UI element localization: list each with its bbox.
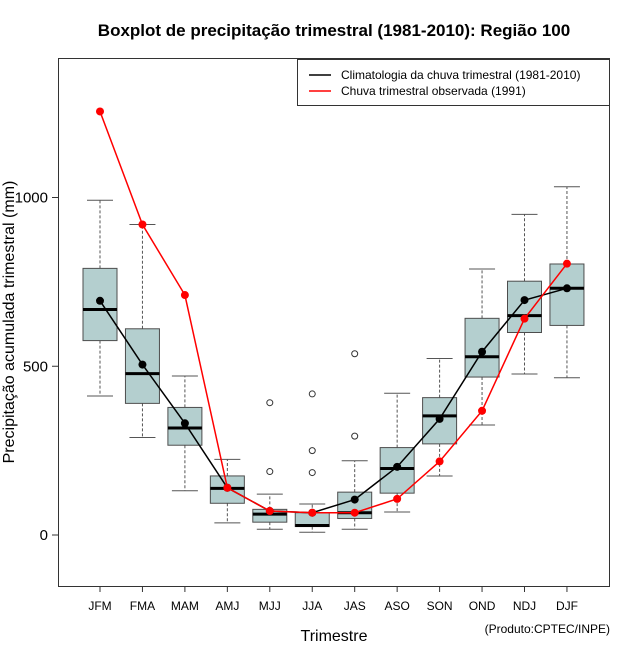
outlier-point bbox=[266, 399, 274, 407]
data-point-climatology bbox=[350, 495, 359, 504]
legend-box bbox=[297, 59, 610, 106]
series-line-climatology bbox=[99, 287, 568, 514]
outlier-point bbox=[308, 390, 316, 398]
box-fma bbox=[124, 224, 160, 438]
x-tick-label: MAM bbox=[171, 599, 199, 613]
box-mam bbox=[167, 375, 203, 492]
y-axis-label: Precipitação acumulada trimestral (mm) bbox=[1, 181, 18, 464]
x-tick-label: JJA bbox=[302, 599, 322, 613]
series-layer bbox=[96, 107, 571, 517]
chart-title: Boxplot de precipitação trimestral (1981… bbox=[98, 21, 570, 40]
box-ond bbox=[464, 268, 500, 426]
outlier-point bbox=[308, 469, 316, 477]
box-iqr bbox=[464, 317, 500, 378]
legend-label-observed: Chuva trimestral observada (1991) bbox=[341, 84, 526, 98]
data-point-observed bbox=[435, 457, 444, 466]
data-point-climatology bbox=[180, 419, 189, 428]
box-djf bbox=[549, 186, 585, 379]
outlier-point bbox=[351, 350, 359, 358]
data-point-climatology bbox=[520, 296, 529, 305]
box-ndj bbox=[507, 213, 542, 375]
boxes-layer bbox=[82, 186, 585, 533]
box-iqr bbox=[507, 280, 542, 334]
data-point-climatology bbox=[96, 296, 104, 305]
x-tick-label: ASO bbox=[384, 599, 409, 613]
data-point-observed bbox=[393, 494, 402, 503]
legend: Climatologia da chuva trimestral (1981-2… bbox=[297, 59, 610, 106]
x-tick-label: SON bbox=[427, 599, 453, 613]
outlier-point bbox=[308, 447, 316, 455]
x-tick-label: MJJ bbox=[259, 599, 281, 613]
x-tick-label: JFM bbox=[88, 599, 111, 613]
data-point-observed bbox=[520, 314, 529, 323]
x-tick-label: JAS bbox=[344, 599, 366, 613]
data-point-climatology bbox=[478, 347, 487, 356]
box-iqr bbox=[549, 263, 585, 326]
data-point-climatology bbox=[393, 462, 402, 471]
data-point-observed bbox=[308, 508, 317, 517]
x-tick-label: FMA bbox=[130, 599, 155, 613]
data-point-observed bbox=[96, 107, 104, 116]
x-tick-label: DJF bbox=[556, 599, 578, 613]
x-tick-label: AMJ bbox=[215, 599, 239, 613]
data-point-observed bbox=[223, 483, 232, 492]
data-point-observed bbox=[478, 406, 487, 415]
data-point-climatology bbox=[562, 284, 571, 293]
series-line-observed bbox=[99, 111, 568, 514]
data-point-climatology bbox=[138, 360, 147, 369]
credit-text: (Produto:CPTEC/INPE) bbox=[485, 622, 610, 636]
y-tick-label: 1000 bbox=[15, 190, 48, 207]
outlier-point bbox=[266, 468, 274, 476]
x-axis-label: Trimestre bbox=[301, 628, 368, 645]
x-tick-label: OND bbox=[469, 599, 496, 613]
data-point-observed bbox=[350, 508, 359, 517]
outlier-point bbox=[351, 432, 359, 440]
box-iqr bbox=[379, 447, 415, 494]
y-axis: 0 500 1000 bbox=[15, 190, 58, 544]
x-axis: JFM FMA MAM AMJ MJJ JJA JAS ASO SON OND NDJ DJF bbox=[88, 586, 578, 613]
plot-frame bbox=[58, 58, 610, 587]
y-tick-label: 0 bbox=[40, 527, 48, 544]
data-point-observed bbox=[265, 507, 274, 516]
data-point-observed bbox=[562, 259, 571, 268]
data-point-observed bbox=[138, 220, 147, 229]
box-aso bbox=[379, 392, 415, 513]
data-point-observed bbox=[180, 291, 189, 300]
legend-label-climatology: Climatologia da chuva trimestral (1981-2… bbox=[341, 68, 580, 82]
y-tick-label: 500 bbox=[23, 358, 48, 375]
data-point-climatology bbox=[435, 414, 444, 423]
x-tick-label: NDJ bbox=[513, 599, 536, 613]
